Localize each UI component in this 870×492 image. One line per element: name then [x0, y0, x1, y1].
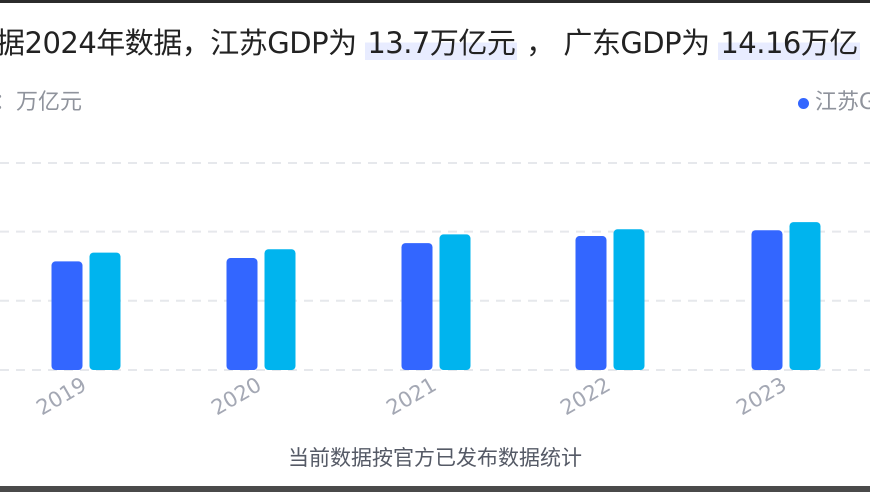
- y-unit-label: ：万亿元: [0, 90, 83, 115]
- headline-middle: ， 广东GDP为: [517, 26, 719, 60]
- x-tick-label: 2021: [382, 373, 440, 421]
- headline-text: 据2024年数据，江苏GDP为 13.7万亿元 ， 广东GDP为 14.16万亿: [0, 25, 860, 61]
- bar-guangdong-2019[interactable]: [89, 252, 121, 370]
- bar-jiangsu-2019[interactable]: [51, 261, 83, 370]
- headline: 据2024年数据，江苏GDP为 13.7万亿元 ， 广东GDP为 14.16万亿: [0, 17, 870, 67]
- bar-jiangsu-2022[interactable]: [575, 236, 607, 370]
- legend-label-jiangsu: 江苏G: [815, 90, 870, 115]
- x-tick-label: 2022: [556, 373, 614, 421]
- x-tick-label: 2023: [732, 373, 790, 421]
- headline-prefix: 据2024年数据，江苏GDP为: [0, 26, 366, 60]
- x-tick-label: 2019: [32, 373, 90, 421]
- bar-guangdong-2020[interactable]: [264, 249, 296, 370]
- bar-guangdong-2021[interactable]: [439, 234, 471, 370]
- bar-jiangsu-2020[interactable]: [226, 258, 258, 370]
- footnote: 当前数据按官方已发布数据统计: [288, 446, 582, 470]
- bar-chart: 2019 2020 2021 2022 2023: [0, 162, 870, 421]
- bar-guangdong-2022[interactable]: [613, 229, 645, 370]
- jiangsu-gdp-value: 13.7万亿元: [365, 26, 518, 60]
- bar-guangdong-2023[interactable]: [789, 222, 821, 370]
- bar-jiangsu-2023[interactable]: [751, 230, 783, 370]
- x-tick-label: 2020: [207, 373, 265, 421]
- legend-dot-icon: [798, 97, 809, 109]
- legend[interactable]: 江苏G: [798, 89, 870, 117]
- guangdong-gdp-value: 14.16万亿: [718, 26, 860, 60]
- bar-jiangsu-2021[interactable]: [401, 243, 433, 370]
